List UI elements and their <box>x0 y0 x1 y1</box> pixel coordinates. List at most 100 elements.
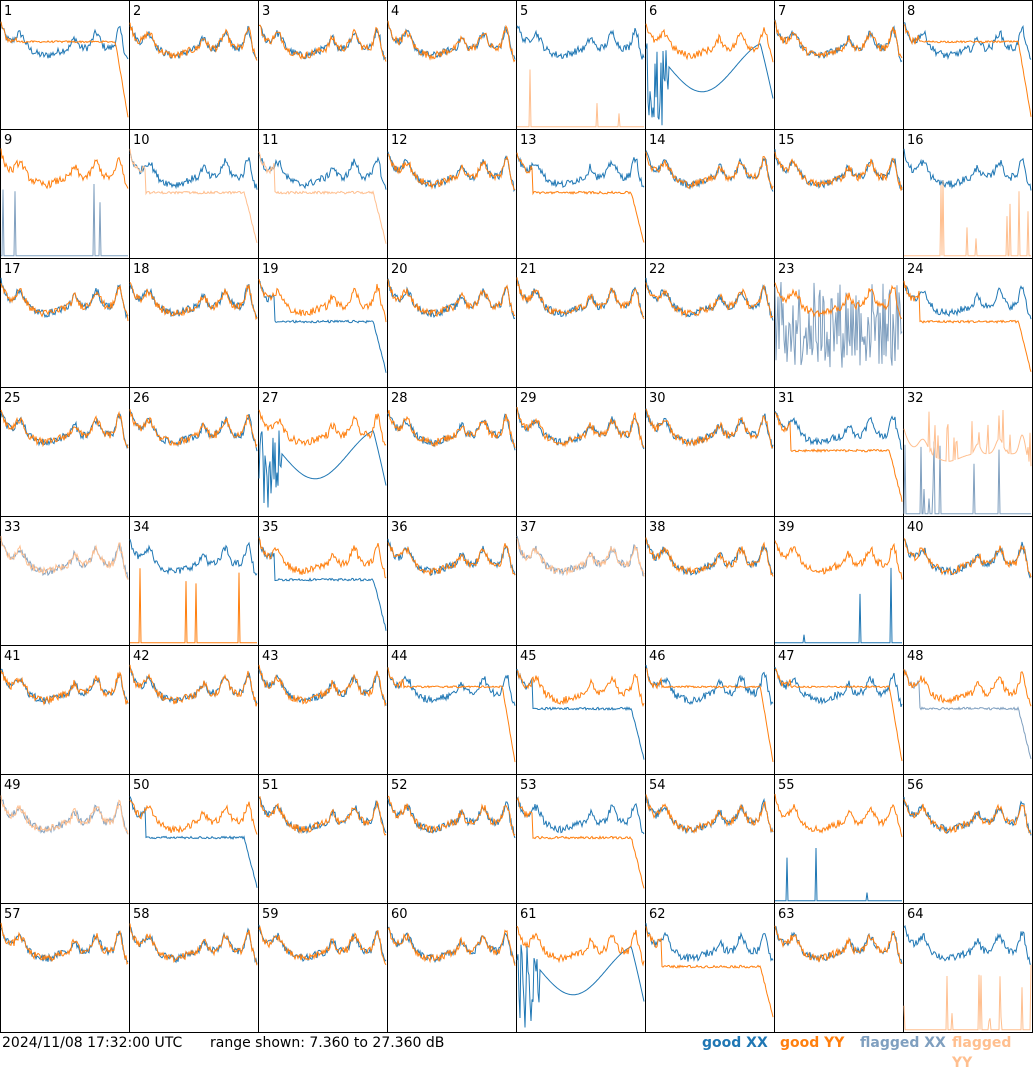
panel-label: 33 <box>4 520 21 535</box>
series-xx <box>516 668 645 760</box>
panel-label: 4 <box>391 4 399 19</box>
series-xx <box>645 795 774 835</box>
series-yy <box>516 277 645 320</box>
panel-frame <box>774 903 904 1033</box>
series-xx <box>516 280 645 318</box>
panel-31: 31 <box>774 387 904 517</box>
series-xx <box>774 149 903 190</box>
series-yy <box>517 69 644 128</box>
series-xx <box>0 411 129 449</box>
series-yy <box>387 153 516 191</box>
panel-18: 18 <box>129 258 259 388</box>
legend-good-xx: good XX <box>702 1035 768 1051</box>
series-yy <box>774 412 903 502</box>
panel-label: 43 <box>262 649 279 664</box>
panel-42: 42 <box>129 645 259 775</box>
series-yy <box>0 148 129 190</box>
series-xx <box>129 152 258 190</box>
panel-frame <box>0 129 130 259</box>
series-yy <box>516 670 645 708</box>
series-yy <box>387 279 516 317</box>
panel-frame <box>645 516 775 646</box>
panel-13: 13 <box>516 129 646 259</box>
panel-label: 21 <box>520 262 537 277</box>
panel-frame <box>645 387 775 517</box>
series-yy <box>258 664 387 707</box>
series-yy <box>903 24 1032 117</box>
panel-label: 60 <box>391 907 408 922</box>
panel-7: 7 <box>774 0 904 130</box>
panel-label: 17 <box>4 262 21 277</box>
series-yy <box>387 542 516 577</box>
series-xx <box>516 535 645 577</box>
panel-frame <box>0 645 130 775</box>
panel-frame <box>387 0 517 130</box>
series-yy <box>516 152 645 243</box>
series-yy <box>774 925 903 965</box>
panel-frame <box>774 774 904 904</box>
series-yy <box>774 282 902 319</box>
panel-frame <box>516 516 646 646</box>
panel-label: 38 <box>649 520 666 535</box>
panel-10: 10 <box>129 129 259 259</box>
series-yy <box>516 538 645 577</box>
panel-60: 60 <box>387 903 517 1033</box>
series-xx <box>0 927 129 963</box>
series-xx <box>645 277 774 321</box>
panel-label: 5 <box>520 4 528 19</box>
series-yy <box>129 409 258 449</box>
series-yy <box>903 669 1032 707</box>
legend-flagged-xx: flagged XX <box>860 1035 946 1051</box>
panel-frame <box>258 0 388 130</box>
panel-2: 2 <box>129 0 259 130</box>
series-xx <box>774 666 903 708</box>
panel-63: 63 <box>774 903 904 1033</box>
panel-label: 6 <box>649 4 657 19</box>
series-xx <box>258 668 387 706</box>
panel-24: 24 <box>903 258 1033 388</box>
series-xx <box>903 669 1032 760</box>
panel-frame <box>903 774 1033 904</box>
panel-frame <box>129 258 259 388</box>
panel-label: 27 <box>262 391 279 406</box>
panel-45: 45 <box>516 645 646 775</box>
panel-frame <box>645 774 775 904</box>
panel-51: 51 <box>258 774 388 904</box>
series-xx <box>903 283 1032 320</box>
panel-frame <box>0 387 130 517</box>
panel-label: 10 <box>133 133 150 148</box>
panel-label: 51 <box>262 778 279 793</box>
legend-flagged-yy: flagged YY <box>952 1035 1012 1071</box>
panel-53: 53 <box>516 774 646 904</box>
panel-frame <box>387 516 517 646</box>
panel-36: 36 <box>387 516 517 646</box>
series-xx <box>516 25 645 60</box>
series-yy <box>0 670 129 706</box>
panel-frame <box>387 645 517 775</box>
panel-14: 14 <box>645 129 775 259</box>
panel-5: 5 <box>516 0 646 130</box>
panel-label: 57 <box>4 907 21 922</box>
series-xx <box>774 281 903 368</box>
panel-frame <box>387 774 517 904</box>
series-xx <box>387 538 516 577</box>
series-yy <box>387 20 516 63</box>
panel-label: 47 <box>778 649 795 664</box>
panel-label: 59 <box>262 907 279 922</box>
panel-label: 39 <box>778 520 795 535</box>
series-xx <box>258 924 387 963</box>
series-xx <box>516 155 645 188</box>
panel-label: 7 <box>778 4 786 19</box>
series-xx <box>775 847 902 902</box>
panel-frame <box>903 0 1033 130</box>
panel-47: 47 <box>774 645 904 775</box>
panel-label: 26 <box>133 391 150 406</box>
panel-label: 24 <box>907 262 924 277</box>
panel-frame <box>258 903 388 1033</box>
series-yy <box>258 151 387 244</box>
panel-20: 20 <box>387 258 517 388</box>
panel-frame <box>774 387 904 517</box>
panel-17: 17 <box>0 258 130 388</box>
series-yy <box>903 799 1032 835</box>
series-yy <box>0 409 129 449</box>
